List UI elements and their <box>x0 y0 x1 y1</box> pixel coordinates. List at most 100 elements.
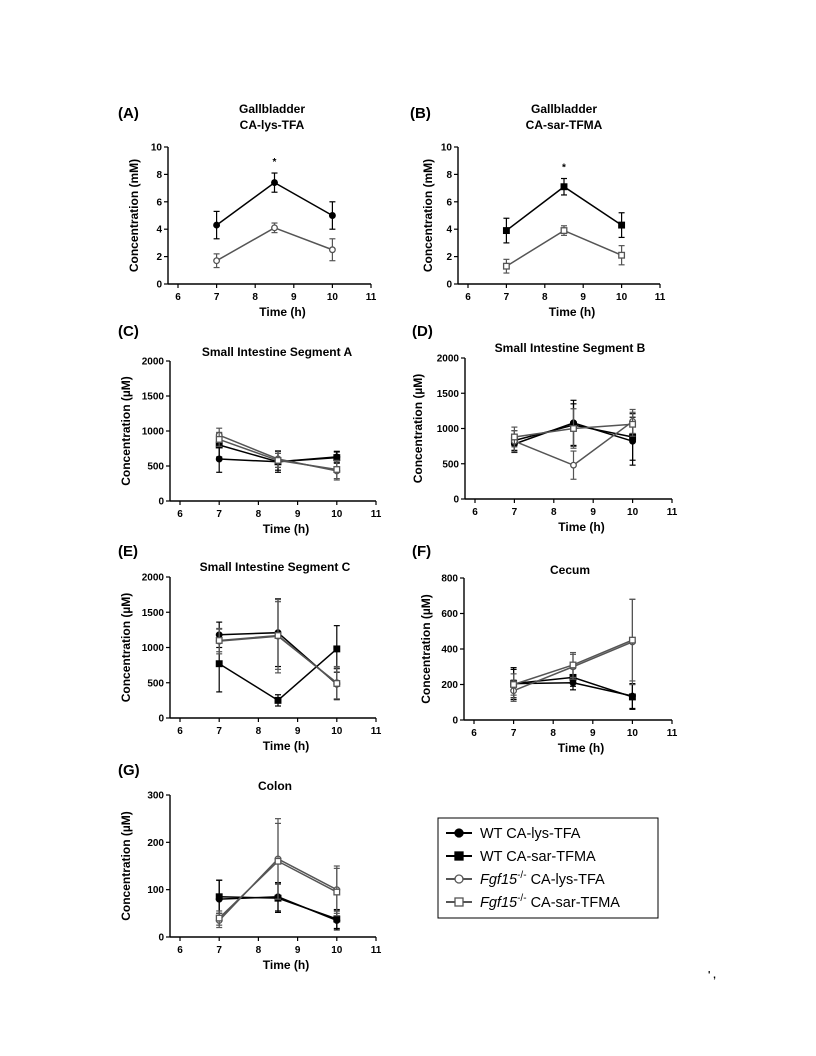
chart-panel-a: (A) Gallbladder CA-lys-TFA 6 7 8 9 10 11 0 2 4 6 8 10 T… <box>118 102 377 319</box>
data-point <box>215 435 223 443</box>
chart-title: Cecum <box>550 563 590 577</box>
legend-label: WT CA-sar-TFMA <box>480 849 596 865</box>
legend-marker <box>454 828 464 838</box>
x-tick-label: 6 <box>177 945 183 956</box>
y-tick-label: 0 <box>446 280 452 291</box>
series-circle-filled <box>213 172 336 240</box>
x-tick-label: 8 <box>550 728 556 739</box>
significance-marker: * <box>273 157 277 168</box>
x-tick-label: 7 <box>504 292 510 303</box>
y-tick-label: 100 <box>147 885 164 896</box>
chart-panels: (A) Gallbladder CA-lys-TFA 6 7 8 9 10 11 0 2 4 6 8 10 T… <box>118 102 678 972</box>
x-tick-label: 6 <box>175 292 181 303</box>
y-axis-label: Concentration (µM) <box>119 593 133 703</box>
x-tick-label: 9 <box>590 728 596 739</box>
chart-title: Small Intestine Segment B <box>495 341 646 355</box>
y-tick-label: 500 <box>442 459 459 470</box>
y-tick-label: 2000 <box>142 357 165 368</box>
y-tick-label: 0 <box>156 280 162 291</box>
y-tick-label: 0 <box>453 495 459 506</box>
x-tick-label: 8 <box>542 292 548 303</box>
y-tick-label: 1000 <box>437 424 460 435</box>
data-point <box>215 893 223 901</box>
y-tick-label: 2 <box>156 252 162 263</box>
x-tick-label: 11 <box>371 509 382 520</box>
data-point <box>333 680 341 687</box>
data-point <box>560 183 568 191</box>
y-tick-label: 10 <box>441 143 453 154</box>
chart-title: Gallbladder <box>531 102 597 116</box>
panel-letter: (C) <box>118 323 139 340</box>
x-tick-label: 11 <box>655 292 666 303</box>
legend-entry: Fgf15-/- CA-lys-TFA <box>446 870 605 888</box>
y-axis-label: Concentration (µM) <box>119 811 133 921</box>
data-point <box>618 221 626 229</box>
chart-panel-c: (C) Small Intestine Segment A 6 7 8 9 10 11 0 500… <box>118 323 382 536</box>
panel-letter: (F) <box>412 543 431 560</box>
x-tick-label: 8 <box>252 292 258 303</box>
legend-label-gene: Fgf15 <box>480 872 518 888</box>
x-axis-label: Time (h) <box>558 520 604 534</box>
x-tick-label: 9 <box>295 509 301 520</box>
x-tick-label: 11 <box>371 945 382 956</box>
x-tick-label: 6 <box>177 509 183 520</box>
legend-box <box>437 817 659 919</box>
y-tick-label: 800 <box>441 574 458 585</box>
x-tick-label: 8 <box>256 726 262 737</box>
series-square-filled <box>215 625 341 707</box>
y-axis-label: Concentration (µM) <box>419 594 433 704</box>
y-tick-label: 2000 <box>142 573 165 584</box>
legend-label: Fgf15-/- CA-lys-TFA <box>480 870 605 888</box>
data-point <box>274 857 282 865</box>
y-tick-label: 500 <box>147 678 164 689</box>
data-point <box>333 466 341 473</box>
data-point <box>333 888 341 896</box>
x-axis-label: Time (h) <box>259 305 305 319</box>
data-point <box>215 660 223 668</box>
data-point <box>502 227 510 235</box>
y-tick-label: 1500 <box>142 392 165 403</box>
legend-entry: WT CA-lys-TFA <box>446 826 581 842</box>
y-tick-label: 8 <box>446 170 452 181</box>
chart-panel-g: (G) Colon 6 7 8 9 10 11 0 100 200 300 Time (h) Concen… <box>118 762 382 972</box>
y-axis-label: Concentration (mM) <box>127 159 141 272</box>
series-square-open <box>215 601 341 700</box>
y-axis-label: Concentration (mM) <box>421 159 435 272</box>
y-tick-label: 4 <box>156 225 162 236</box>
legend-marker <box>454 874 464 884</box>
legend-entry: WT CA-sar-TFMA <box>446 849 596 865</box>
y-tick-label: 4 <box>446 225 452 236</box>
series-square-open <box>502 225 626 274</box>
data-point <box>629 420 637 428</box>
panel-letter: (D) <box>412 323 433 340</box>
x-tick-label: 6 <box>465 292 471 303</box>
data-point <box>328 212 336 219</box>
data-point <box>213 221 221 229</box>
y-tick-label: 200 <box>441 680 458 691</box>
data-point <box>560 227 568 235</box>
x-tick-label: 11 <box>371 726 382 737</box>
y-tick-label: 200 <box>147 838 164 849</box>
series-square-open <box>510 598 636 696</box>
x-tick-label: 11 <box>366 292 377 303</box>
x-tick-label: 10 <box>331 726 343 737</box>
x-tick-label: 9 <box>295 726 301 737</box>
data-point <box>569 661 577 669</box>
chart-title: Small Intestine Segment A <box>202 345 353 359</box>
x-tick-label: 11 <box>667 728 678 739</box>
y-tick-label: 2 <box>446 252 452 263</box>
legend-marker <box>454 851 464 861</box>
legend-label-suffix: CA-sar-TFMA <box>527 895 621 911</box>
series-square-open <box>215 822 341 926</box>
x-tick-label: 7 <box>511 728 517 739</box>
x-tick-label: 8 <box>551 507 557 518</box>
y-axis-label: Concentration (µM) <box>119 376 133 486</box>
x-tick-label: 9 <box>580 292 586 303</box>
y-tick-label: 400 <box>441 645 458 656</box>
y-tick-label: 8 <box>156 170 162 181</box>
significance-marker: * <box>562 163 566 174</box>
data-point <box>502 262 510 270</box>
x-tick-label: 7 <box>216 509 222 520</box>
y-tick-label: 500 <box>147 462 164 473</box>
